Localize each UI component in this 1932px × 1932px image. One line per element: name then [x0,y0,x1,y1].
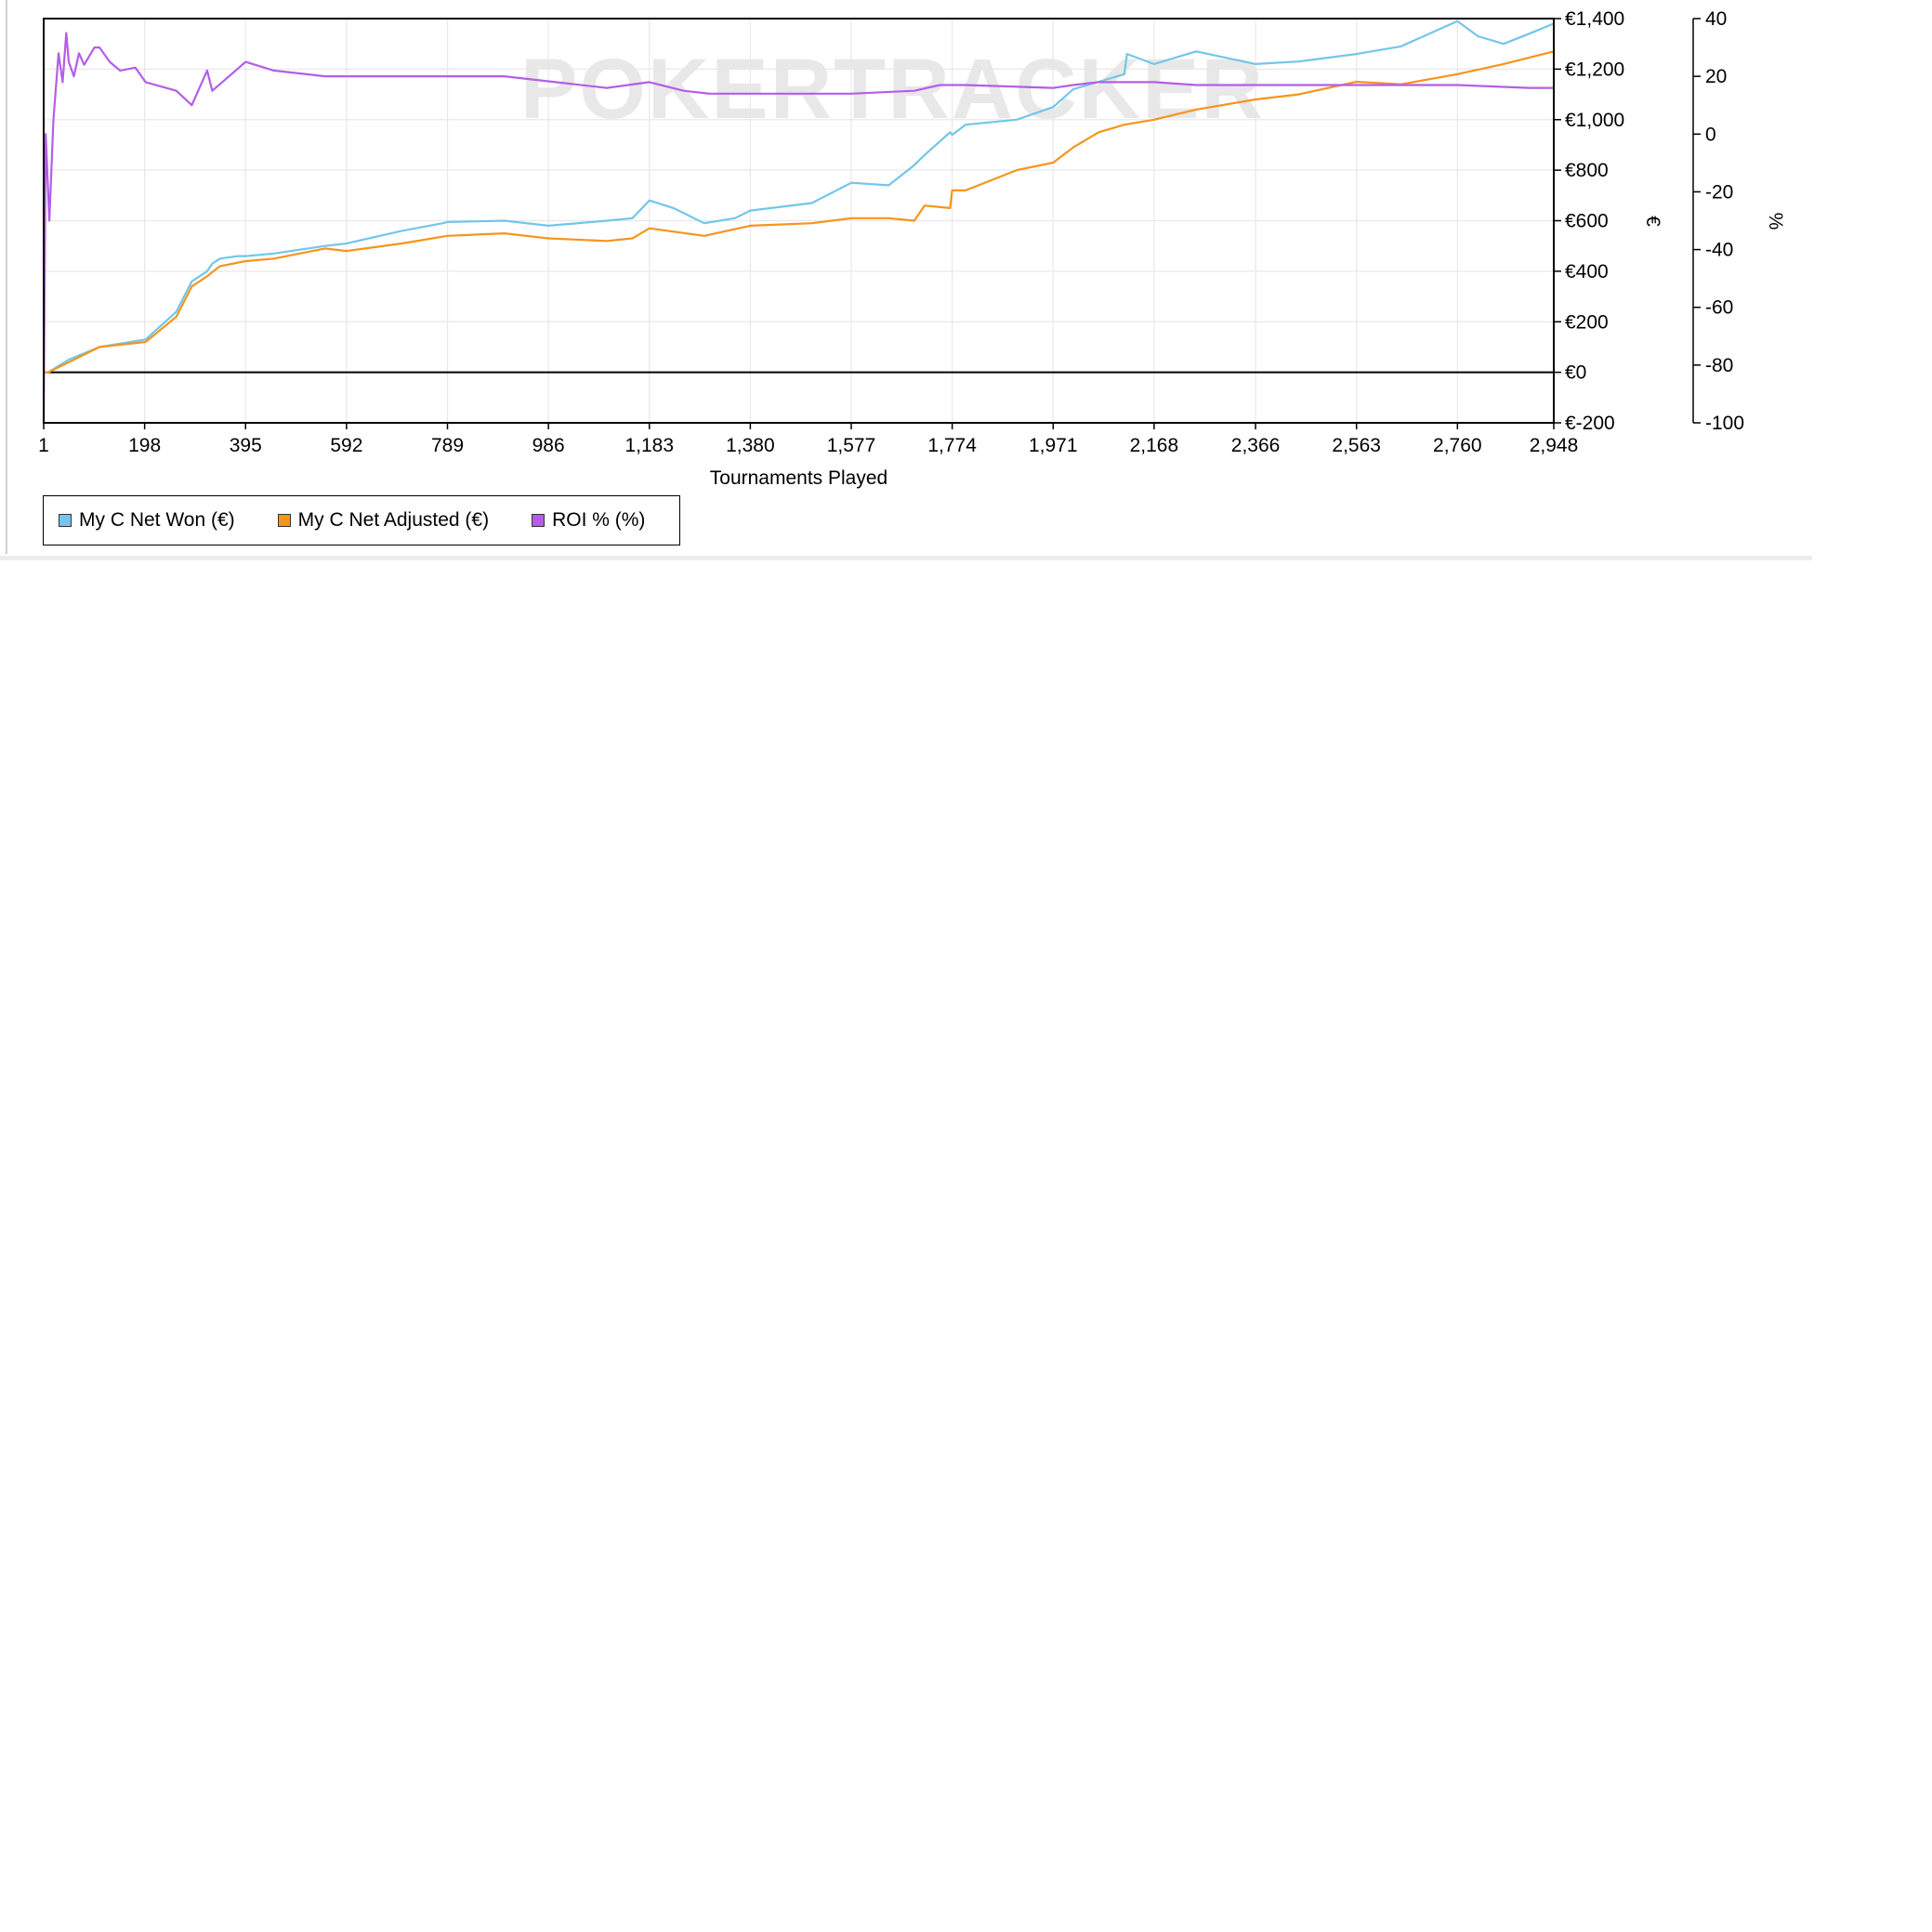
y-left-tick-label: €1,200 [1565,59,1624,80]
y-left-tick-label: €200 [1565,311,1609,333]
y-left-tick-label: €800 [1565,160,1609,181]
legend-swatch-net-adjusted [277,514,291,527]
x-axis-title: Tournaments Played [710,467,887,489]
y-left-tick-label: €-200 [1565,413,1615,434]
x-tick-label: 986 [532,435,565,456]
y-right-tick-label: -20 [1705,181,1733,203]
legend-swatch-net-won [59,514,72,527]
y-left-tick-label: €400 [1565,261,1609,283]
y-left-axis-title: € [1642,216,1663,227]
chart-container: POKERTRACKER 1 198 395 592 789 986 1,183 1,380 1,… [0,0,1812,567]
legend-item-net-won: My C Net Won (€) [59,509,235,532]
x-tick-label: 1,183 [624,435,674,456]
line-chart: POKERTRACKER 1 198 395 592 789 986 1,183 1,380 1,… [38,8,1786,489]
y-right-tick-label: 0 [1705,124,1716,145]
y-right-tick-label: -80 [1705,355,1733,376]
y-left-tick-label: €0 [1565,362,1586,384]
y-right-tick-label: 20 [1705,66,1727,87]
x-tick-label: 1,971 [1029,435,1078,456]
legend-item-net-adjusted: My C Net Adjusted (€) [277,509,490,532]
x-tick-label: 2,948 [1530,435,1579,456]
x-tick-label: 1,380 [726,435,775,456]
x-tick-label: 2,760 [1433,435,1482,456]
x-tick-label: 2,168 [1130,435,1179,456]
x-tick-label: 789 [431,435,464,456]
x-tick-label: 1,774 [927,435,977,456]
x-tick-label: 1 [38,435,49,456]
series-line-1 [44,50,1555,374]
series-line-0 [44,20,1555,374]
legend-label-roi: ROI % (%) [552,509,646,531]
window-bottom-border [0,556,1812,560]
x-tick-label: 592 [330,435,362,456]
y-right-tick-label: -100 [1705,413,1744,434]
y-left-tick-label: €600 [1565,211,1609,232]
x-tick-label: 2,563 [1332,435,1381,456]
y-right-tick-label: -60 [1705,297,1733,319]
x-tick-label: 1,577 [827,435,876,456]
window-left-border [6,0,7,554]
chart-legend: My C Net Won (€) My C Net Adjusted (€) R… [43,495,680,545]
y-right-axis-title: % [1765,213,1786,230]
x-tick-label: 2,366 [1231,435,1281,456]
y-left-tick-label: €1,000 [1565,110,1624,131]
legend-swatch-roi [532,514,545,527]
y-right-tick-label: 40 [1705,8,1727,30]
legend-label-net-won: My C Net Won (€) [79,509,235,531]
legend-label-net-adjusted: My C Net Adjusted (€) [297,509,490,531]
legend-item-roi: ROI % (%) [532,509,645,532]
x-tick-label: 395 [230,435,262,456]
x-tick-label: 198 [128,435,161,456]
watermark-text: POKERTRACKER [520,42,1265,137]
y-left-tick-label: €1,400 [1565,8,1624,30]
y-right-tick-label: -40 [1705,240,1733,261]
